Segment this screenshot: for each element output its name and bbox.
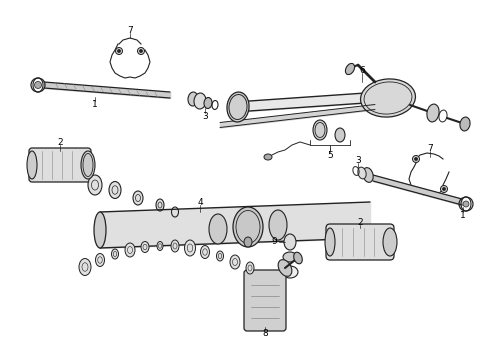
Ellipse shape	[188, 92, 198, 106]
Ellipse shape	[209, 214, 227, 244]
Ellipse shape	[246, 262, 254, 274]
Ellipse shape	[278, 260, 292, 276]
Circle shape	[138, 48, 145, 54]
Text: 8: 8	[262, 328, 268, 338]
Circle shape	[442, 188, 445, 190]
Circle shape	[463, 201, 469, 207]
Text: 1: 1	[92, 99, 98, 108]
Ellipse shape	[284, 234, 296, 250]
Ellipse shape	[282, 266, 298, 278]
Ellipse shape	[185, 240, 196, 256]
Ellipse shape	[88, 175, 102, 195]
Ellipse shape	[363, 168, 373, 183]
Text: 5: 5	[327, 150, 333, 159]
Text: 7: 7	[427, 144, 433, 153]
Ellipse shape	[200, 246, 210, 258]
Ellipse shape	[133, 191, 143, 205]
Ellipse shape	[325, 228, 335, 256]
Ellipse shape	[171, 240, 179, 252]
Ellipse shape	[233, 207, 263, 247]
Ellipse shape	[460, 117, 470, 131]
Text: 7: 7	[127, 26, 133, 35]
Ellipse shape	[27, 151, 37, 179]
Ellipse shape	[204, 98, 212, 108]
Ellipse shape	[217, 251, 223, 261]
Ellipse shape	[112, 249, 119, 259]
Ellipse shape	[335, 128, 345, 142]
Ellipse shape	[264, 154, 272, 160]
Ellipse shape	[361, 79, 416, 117]
Ellipse shape	[141, 242, 149, 252]
Circle shape	[441, 185, 447, 193]
Ellipse shape	[294, 252, 302, 264]
Ellipse shape	[79, 258, 91, 275]
Ellipse shape	[157, 242, 163, 251]
Ellipse shape	[358, 167, 366, 179]
Text: 6: 6	[359, 66, 365, 75]
Ellipse shape	[81, 151, 95, 179]
Text: 3: 3	[202, 112, 208, 121]
Ellipse shape	[313, 120, 327, 140]
Circle shape	[118, 50, 121, 53]
Ellipse shape	[345, 63, 355, 75]
Ellipse shape	[427, 104, 439, 122]
Ellipse shape	[283, 252, 297, 262]
Text: 2: 2	[57, 138, 63, 147]
Text: 2: 2	[357, 217, 363, 226]
Ellipse shape	[244, 237, 252, 247]
Ellipse shape	[96, 253, 104, 266]
Circle shape	[140, 50, 143, 53]
Text: 3: 3	[355, 156, 361, 165]
Ellipse shape	[125, 243, 135, 257]
Text: 9: 9	[271, 238, 277, 247]
Ellipse shape	[269, 210, 287, 240]
Text: 4: 4	[197, 198, 203, 207]
FancyBboxPatch shape	[29, 148, 91, 182]
Ellipse shape	[383, 228, 397, 256]
FancyBboxPatch shape	[326, 224, 394, 260]
Ellipse shape	[230, 255, 240, 269]
Ellipse shape	[109, 181, 121, 198]
Ellipse shape	[156, 199, 164, 211]
Ellipse shape	[94, 212, 106, 248]
Circle shape	[413, 156, 419, 162]
Circle shape	[415, 158, 417, 161]
Text: 1: 1	[460, 211, 466, 220]
Ellipse shape	[194, 93, 206, 109]
Ellipse shape	[227, 92, 249, 122]
Circle shape	[116, 48, 122, 54]
Circle shape	[34, 81, 42, 89]
FancyBboxPatch shape	[244, 270, 286, 331]
